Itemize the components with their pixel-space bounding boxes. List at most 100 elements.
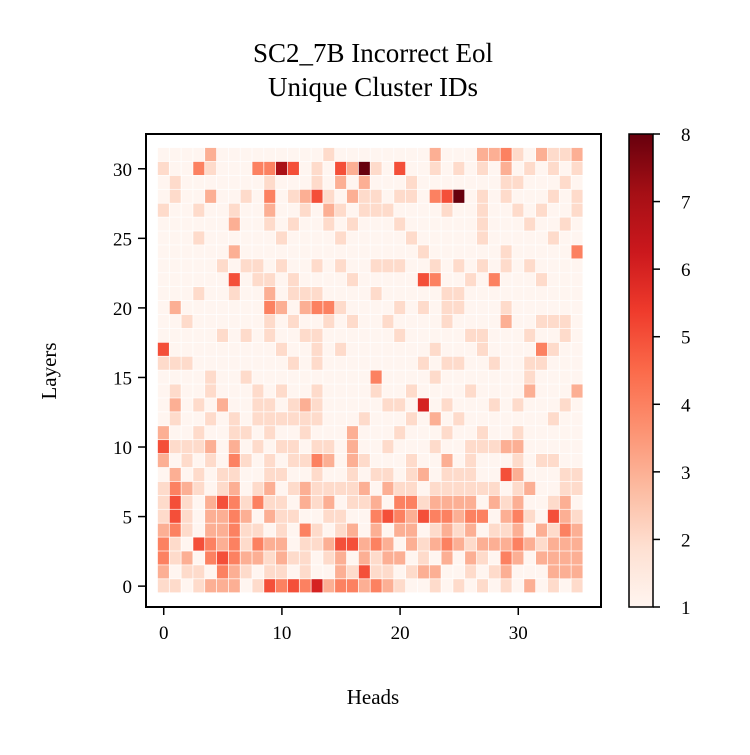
heatmap-cell <box>323 189 335 203</box>
heatmap-cell <box>323 537 335 551</box>
heatmap-cell <box>394 481 406 495</box>
heatmap-cell <box>406 509 418 523</box>
heatmap-cell <box>299 384 311 398</box>
heatmap-cell <box>559 453 571 468</box>
heatmap-cell <box>476 467 489 482</box>
heatmap-cell <box>441 426 453 440</box>
heatmap-cell <box>264 440 276 454</box>
heatmap-cell <box>476 481 489 495</box>
heatmap-cell <box>335 370 347 384</box>
heatmap-cell <box>169 217 181 231</box>
heatmap-cell <box>488 412 500 426</box>
heatmap-cell <box>157 273 169 287</box>
heatmap-cell <box>181 565 193 579</box>
heatmap-cell <box>193 537 205 551</box>
heatmap-cell <box>441 537 453 551</box>
heatmap-cell <box>311 467 323 482</box>
heatmap-cell <box>346 328 359 342</box>
heatmap-cell <box>169 440 181 454</box>
plot-frame <box>145 133 602 608</box>
heatmap-cell <box>358 537 370 551</box>
heatmap-cell <box>216 217 229 231</box>
heatmap-cell <box>536 259 548 273</box>
heatmap-cell <box>394 551 406 565</box>
heatmap-cell <box>287 440 299 454</box>
heatmap-cell <box>524 453 536 468</box>
heatmap-cell <box>193 565 205 579</box>
heatmap-cell <box>287 300 299 315</box>
heatmap-cell <box>358 314 370 329</box>
heatmap-cell <box>547 579 559 593</box>
heatmap-cell <box>181 398 193 412</box>
heatmap-cell <box>252 342 264 356</box>
heatmap-cell <box>500 203 512 217</box>
heatmap-cell <box>264 287 276 301</box>
heatmap-cell <box>193 300 205 315</box>
heatmap-cell <box>370 273 382 287</box>
y-tick-label: 30 <box>113 160 132 181</box>
heatmap-cell <box>335 328 347 342</box>
heatmap-cell <box>169 537 181 551</box>
heatmap-cell <box>524 314 536 329</box>
heatmap-cell <box>216 453 229 468</box>
heatmap-cell <box>441 495 453 509</box>
heatmap-cell <box>559 426 571 440</box>
heatmap-cell <box>311 175 323 189</box>
heatmap-cell <box>536 273 548 287</box>
heatmap-cell <box>205 300 217 315</box>
heatmap-cell <box>311 453 323 468</box>
heatmap-cell <box>228 328 240 342</box>
heatmap-cell <box>500 356 512 370</box>
heatmap-cell <box>157 495 169 509</box>
heatmap-cell <box>299 328 311 342</box>
heatmap-cell <box>406 398 418 412</box>
heatmap-cell <box>193 370 205 384</box>
heatmap-cell <box>370 259 382 273</box>
heatmap-cell <box>476 565 489 579</box>
heatmap-cell <box>547 217 559 231</box>
heatmap-cell <box>465 203 477 217</box>
heatmap-cell <box>311 259 323 273</box>
heatmap-cell <box>205 203 217 217</box>
heatmap-cell <box>382 203 394 217</box>
heatmap-cell <box>193 287 205 301</box>
heatmap-cell <box>465 147 477 162</box>
heatmap-cell <box>205 509 217 523</box>
heatmap-cell <box>512 495 524 509</box>
heatmap-cell <box>453 384 465 398</box>
colorbar-tick-label: 7 <box>681 193 691 214</box>
heatmap-cell <box>311 287 323 301</box>
heatmap-cell <box>264 147 276 162</box>
heatmap-cell <box>335 440 347 454</box>
heatmap-cell <box>335 384 347 398</box>
heatmap-cell <box>559 370 571 384</box>
heatmap-cell <box>429 245 441 259</box>
heatmap-cell <box>276 384 288 398</box>
heatmap-cell <box>512 175 524 189</box>
heatmap-cell <box>157 509 169 523</box>
heatmap-cell <box>181 481 193 495</box>
heatmap-cell <box>335 147 347 162</box>
heatmap-cell <box>547 537 559 551</box>
heatmap-cell <box>536 467 548 482</box>
heatmap-cell <box>346 273 359 287</box>
heatmap-cell <box>370 440 382 454</box>
heatmap-cell <box>536 245 548 259</box>
heatmap-cell <box>346 356 359 370</box>
heatmap-cell <box>476 300 489 315</box>
heatmap-cell <box>382 467 394 482</box>
heatmap-cell <box>370 481 382 495</box>
heatmap-cell <box>547 231 559 245</box>
heatmap-cell <box>287 287 299 301</box>
heatmap-cell <box>299 147 311 162</box>
heatmap-cell <box>264 217 276 231</box>
heatmap-cell <box>157 314 169 329</box>
heatmap-cell <box>500 384 512 398</box>
heatmap-cell <box>287 273 299 287</box>
heatmap-cell <box>264 398 276 412</box>
heatmap-cell <box>157 189 169 203</box>
heatmap-cell <box>346 537 359 551</box>
heatmap-cell <box>465 189 477 203</box>
heatmap-cell <box>429 203 441 217</box>
heatmap-cell <box>157 467 169 482</box>
